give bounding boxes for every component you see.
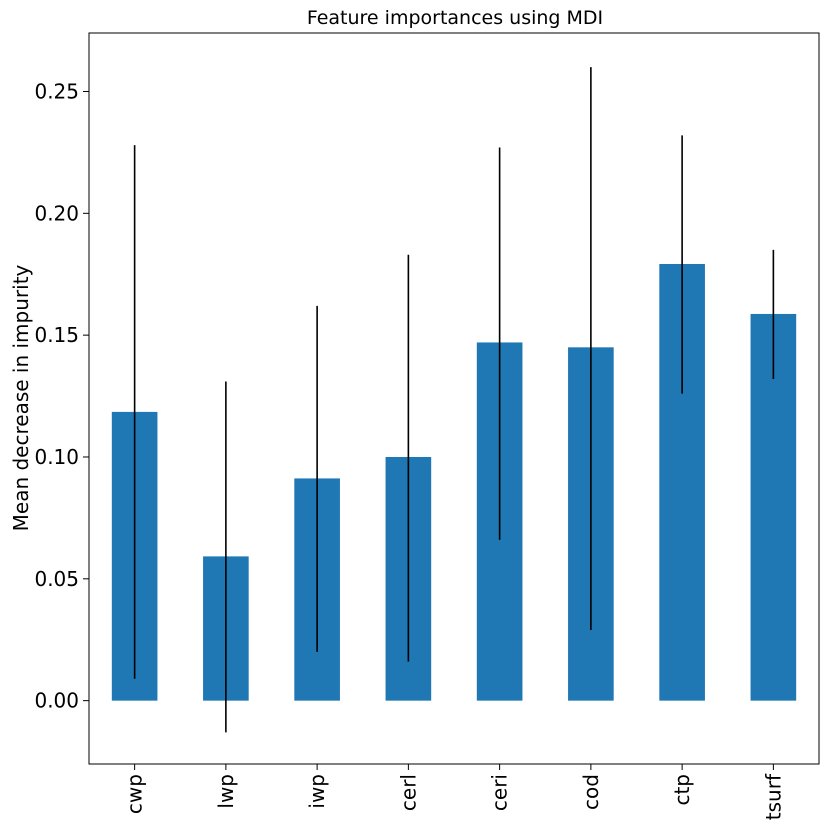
x-tick-label-cod: cod <box>579 774 603 810</box>
y-tick-label: 0.00 <box>34 689 79 713</box>
y-tick-label: 0.20 <box>34 201 79 225</box>
axes-frame <box>88 32 820 765</box>
x-tick-label-tsurf: tsurf <box>761 773 785 820</box>
y-axis-label: Mean decrease in impurity <box>9 264 33 531</box>
y-tick-label: 0.15 <box>34 323 79 347</box>
y-tick-label: 0.10 <box>34 445 79 469</box>
x-tick-label-cwp: cwp <box>123 774 147 814</box>
plot-area: 0.00 0.05 0.10 0.15 0.20 0.25 cwp lwp iwp cerl cer… <box>34 32 820 820</box>
chart-title: Feature importances using MDI <box>307 7 603 29</box>
x-tick-label-cerl: cerl <box>396 774 420 811</box>
y-tick-label: 0.05 <box>34 567 79 591</box>
y-tick-label: 0.25 <box>34 79 79 103</box>
x-tick-label-ctp: ctp <box>670 774 694 806</box>
x-tick-label-lwp: lwp <box>214 774 238 809</box>
x-tick-label-ceri: ceri <box>488 774 512 811</box>
x-tick-label-iwp: iwp <box>305 774 329 809</box>
